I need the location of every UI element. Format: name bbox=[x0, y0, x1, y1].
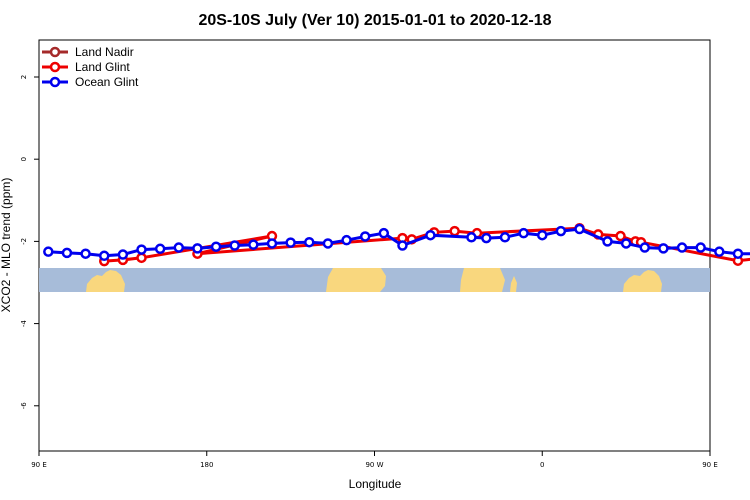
point-ocean-glint bbox=[229, 240, 240, 251]
legend-land-glint-marker bbox=[49, 61, 61, 73]
legend-land-glint-label: Land Glint bbox=[75, 60, 130, 74]
point-ocean-glint bbox=[154, 243, 166, 255]
series-layer bbox=[43, 222, 750, 267]
map-land-madagascar bbox=[510, 276, 517, 292]
point-ocean-glint bbox=[499, 232, 511, 243]
point-ocean-glint bbox=[117, 249, 129, 260]
point-ocean-glint bbox=[210, 241, 222, 252]
point-ocean-glint bbox=[466, 232, 477, 243]
plot-frame bbox=[38, 39, 711, 452]
point-ocean-glint bbox=[695, 242, 706, 253]
x-axis-label: Longitude bbox=[349, 477, 402, 491]
legend-item-ocean-glint: Ocean Glint bbox=[42, 75, 139, 89]
series-line-land-glint bbox=[104, 226, 750, 263]
chart-title: 20S-10S July (Ver 10) 2015-01-01 to 2020… bbox=[198, 12, 551, 29]
x-tick-label: 90 E bbox=[31, 461, 47, 469]
y-tick-label: -2 bbox=[20, 238, 28, 245]
point-ocean-glint bbox=[639, 242, 651, 253]
y-tick-label: 0 bbox=[20, 157, 28, 161]
map-land-south-america bbox=[326, 268, 386, 292]
point-ocean-glint bbox=[359, 231, 371, 242]
point-ocean-glint bbox=[285, 237, 296, 248]
legend-item-land-nadir: Land Nadir bbox=[42, 45, 134, 59]
point-ocean-glint bbox=[620, 238, 632, 249]
point-ocean-glint bbox=[173, 242, 185, 253]
point-ocean-glint bbox=[304, 236, 315, 248]
point-ocean-glint bbox=[658, 243, 669, 254]
point-ocean-glint bbox=[481, 232, 492, 244]
y-tick-label: -6 bbox=[20, 402, 28, 410]
y-axis-label: XCO2 - MLO trend (ppm) bbox=[0, 178, 13, 313]
map-band bbox=[39, 268, 710, 292]
y-tick-label: -4 bbox=[20, 320, 28, 328]
x-tick-label: 90 E bbox=[702, 461, 718, 469]
x-tick-label: 90 W bbox=[365, 461, 383, 469]
point-ocean-glint bbox=[518, 227, 529, 239]
point-land-glint bbox=[136, 252, 147, 264]
legend-land-nadir-label: Land Nadir bbox=[75, 45, 134, 59]
point-ocean-glint bbox=[80, 248, 91, 259]
x-tick-label: 0 bbox=[540, 461, 544, 469]
map-land-australia-repeat bbox=[623, 270, 662, 292]
point-ocean-glint bbox=[602, 236, 613, 247]
point-ocean-glint bbox=[266, 238, 278, 249]
y-axis-ticks: 2 0 -2 -4 -6 bbox=[20, 75, 39, 410]
point-ocean-glint bbox=[43, 246, 54, 257]
y-tick-label: 2 bbox=[20, 75, 28, 79]
point-ocean-glint bbox=[676, 242, 688, 253]
legend-ocean-glint-marker bbox=[49, 76, 61, 88]
legend: Land Nadir Land Glint Ocean Glint bbox=[42, 45, 139, 89]
point-ocean-glint bbox=[714, 246, 725, 257]
point-ocean-glint bbox=[322, 238, 334, 249]
point-ocean-glint bbox=[732, 248, 744, 259]
x-axis-ticks: 90 E 180 90 W 0 90 E bbox=[31, 451, 718, 469]
point-ocean-glint bbox=[192, 243, 203, 254]
legend-ocean-glint-label: Ocean Glint bbox=[75, 75, 139, 89]
point-ocean-glint bbox=[397, 240, 408, 251]
point-ocean-glint bbox=[61, 247, 73, 259]
legend-item-land-glint: Land Glint bbox=[42, 60, 130, 74]
point-ocean-glint bbox=[537, 229, 548, 241]
map-land-africa bbox=[460, 268, 505, 292]
point-ocean-glint bbox=[378, 227, 390, 239]
point-ocean-glint bbox=[574, 223, 585, 235]
point-ocean-glint bbox=[248, 239, 259, 250]
point-ocean-glint bbox=[98, 250, 110, 262]
x-tick-label: 180 bbox=[200, 461, 213, 469]
point-land-glint bbox=[449, 225, 460, 237]
point-ocean-glint bbox=[555, 225, 567, 237]
point-land-glint bbox=[615, 230, 626, 242]
point-ocean-glint bbox=[341, 234, 352, 246]
legend-land-nadir-marker bbox=[49, 46, 61, 58]
map-land-australia bbox=[86, 270, 125, 292]
point-ocean-glint bbox=[136, 244, 147, 255]
point-ocean-glint bbox=[425, 229, 436, 241]
